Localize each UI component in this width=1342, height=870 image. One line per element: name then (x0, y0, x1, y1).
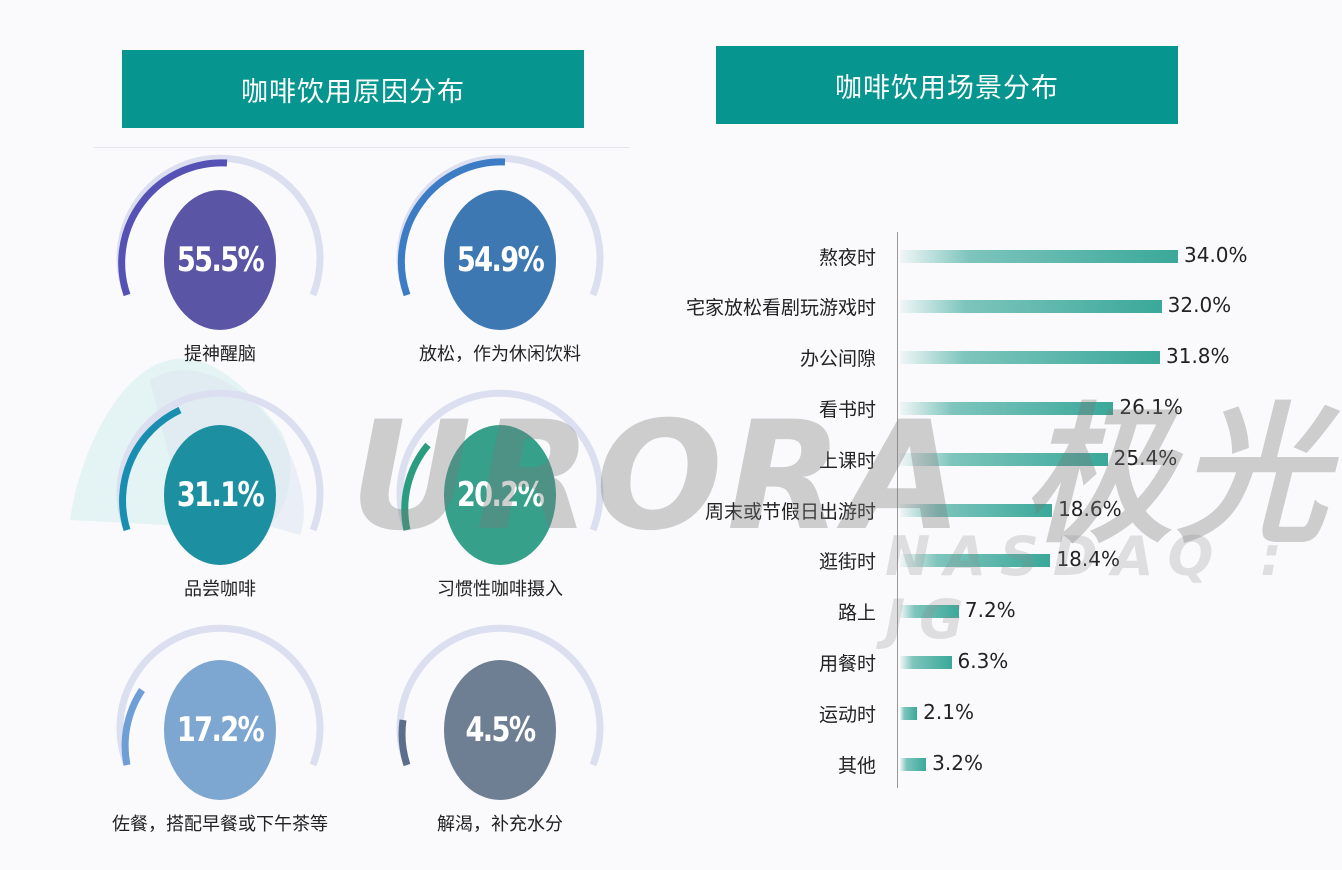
gauge-label: 提神醒脑 (184, 344, 256, 365)
bar-value-label: 32.0% (1167, 293, 1232, 317)
bar-value-label: 18.4% (1056, 547, 1120, 571)
bar (900, 250, 1178, 263)
gauge-label: 佐餐，搭配早餐或下午茶等 (112, 814, 328, 835)
bar-value-label: 7.2% (964, 598, 1016, 622)
gauge-refresh: 55.5% 提神醒脑 (110, 150, 330, 380)
bar-category-label: 办公间隙 (799, 348, 876, 370)
gauge-arc (396, 389, 604, 532)
gauge-value: 17.2% (164, 660, 276, 800)
bar-value-label: 31.8% (1166, 344, 1230, 368)
watermark-sub: NASDAQ : JG (885, 525, 1296, 651)
left-panel-title: 咖啡饮用原因分布 (122, 50, 584, 128)
bar (900, 707, 918, 720)
bar-category-label: 上课时 (818, 450, 876, 472)
gauge-arc (116, 389, 324, 532)
bar-category-label: 看书时 (818, 399, 876, 421)
gauge-arc (396, 624, 604, 767)
bar-value-label: 26.1% (1119, 395, 1183, 419)
gauge-label: 放松，作为休闲饮料 (419, 344, 581, 365)
gauge-value: 20.2% (444, 425, 556, 565)
gauge-value: 31.1% (164, 425, 276, 565)
bar (900, 351, 1160, 364)
divider (94, 147, 630, 148)
bar-category-label: 用餐时 (818, 653, 876, 675)
bar-value-label: 18.6% (1058, 497, 1122, 521)
bar (900, 504, 1053, 517)
gauge-label: 解渴，补充水分 (437, 814, 563, 835)
bar-value-label: 3.2% (932, 751, 983, 775)
bar-category-label: 熬夜时 (818, 247, 876, 269)
bar (900, 605, 959, 618)
bar-chart-axis (897, 232, 898, 788)
gauge-value: 4.5% (444, 660, 556, 800)
bar-category-label: 逛街时 (818, 551, 876, 573)
gauge-thirst: 4.5% 解渴，补充水分 (390, 620, 610, 850)
gauge-relax: 54.9% 放松，作为休闲饮料 (390, 150, 610, 380)
gauge-label: 习惯性咖啡摄入 (437, 579, 563, 600)
bar-category-label: 路上 (837, 602, 876, 624)
gauge-value: 55.5% (164, 190, 276, 330)
bar (900, 402, 1114, 415)
bar (900, 554, 1051, 567)
bar-value-label: 6.3% (957, 649, 1009, 673)
gauge-arc (396, 154, 604, 297)
gauge-habit: 20.2% 习惯性咖啡摄入 (390, 385, 610, 615)
gauge-taste: 31.1% 品尝咖啡 (110, 385, 330, 615)
right-panel-title: 咖啡饮用场景分布 (716, 46, 1178, 124)
bar-value-label: 2.1% (923, 700, 974, 724)
bar-value-label: 34.0% (1184, 243, 1248, 267)
bar (900, 453, 1108, 466)
bar (900, 656, 952, 669)
bar-category-label: 运动时 (818, 704, 876, 726)
bar (900, 300, 1162, 313)
gauge-value: 54.9% (444, 190, 556, 330)
bar-category-label: 其他 (837, 755, 876, 777)
bar-category-label: 周末或节假日出游时 (704, 501, 876, 523)
bar (900, 758, 927, 771)
bar-value-label: 25.4% (1113, 446, 1178, 470)
gauge-meal: 17.2% 佐餐，搭配早餐或下午茶等 (110, 620, 330, 850)
bar-category-label: 宅家放松看剧玩游戏时 (685, 297, 876, 319)
gauge-arc (116, 624, 324, 767)
gauge-arc (116, 154, 324, 297)
gauge-label: 品尝咖啡 (184, 579, 256, 600)
